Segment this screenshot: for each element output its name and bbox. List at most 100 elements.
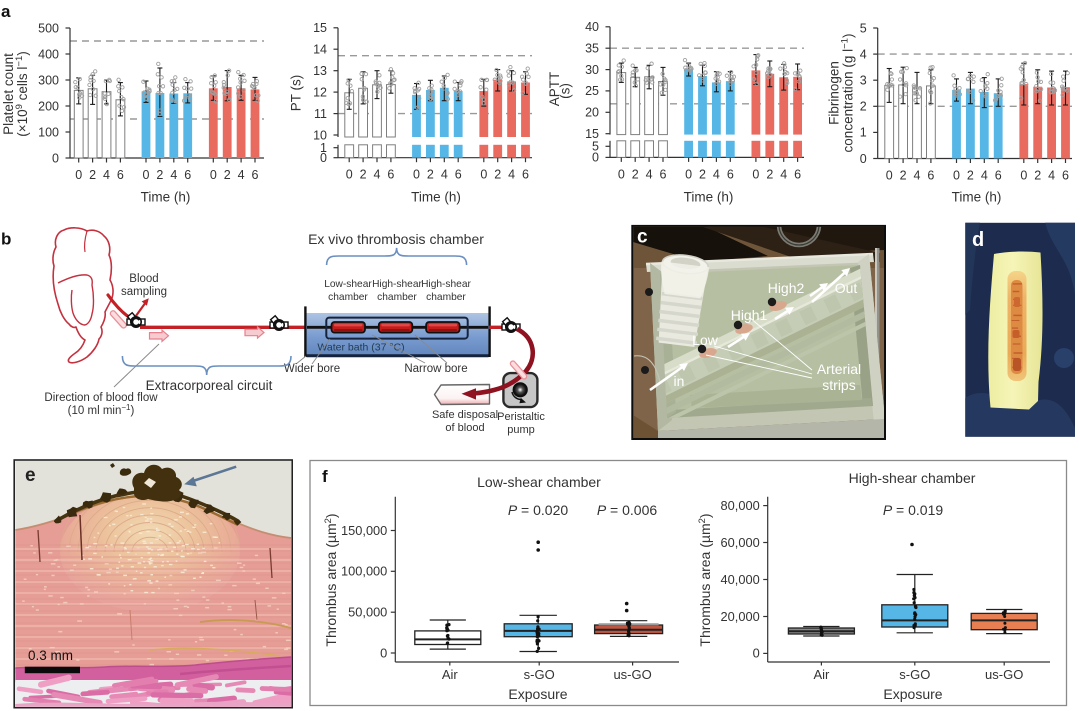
svg-text:0: 0 xyxy=(752,167,759,181)
svg-text:0: 0 xyxy=(886,169,893,183)
svg-text:10: 10 xyxy=(313,128,327,142)
svg-text:25: 25 xyxy=(585,84,599,98)
svg-text:0: 0 xyxy=(210,168,217,182)
svg-text:6: 6 xyxy=(184,168,191,182)
svg-text:Low-shear chamber: Low-shear chamber xyxy=(477,474,601,490)
svg-text:4: 4 xyxy=(1048,169,1055,183)
svg-text:Air: Air xyxy=(813,667,830,682)
svg-text:0: 0 xyxy=(380,645,387,660)
svg-text:0: 0 xyxy=(618,167,625,181)
svg-text:Thrombus area (µm2): Thrombus area (µm2) xyxy=(323,513,339,646)
svg-text:Thrombus area (µm2): Thrombus area (µm2) xyxy=(697,513,713,646)
svg-text:2: 2 xyxy=(967,169,974,183)
svg-text:(×109 cells l−1): (×109 cells l−1) xyxy=(14,51,30,137)
svg-text:2: 2 xyxy=(1034,169,1041,183)
svg-text:2: 2 xyxy=(224,168,231,182)
svg-text:a: a xyxy=(1,2,11,21)
svg-text:chamber: chamber xyxy=(426,292,466,303)
svg-text:c: c xyxy=(637,227,648,248)
svg-text:6: 6 xyxy=(927,169,934,183)
svg-text:sampling: sampling xyxy=(121,286,167,298)
svg-text:0: 0 xyxy=(143,168,150,182)
svg-text:0: 0 xyxy=(75,168,82,182)
svg-text:(s): (s) xyxy=(558,83,573,99)
svg-text:4: 4 xyxy=(981,169,988,183)
svg-text:0: 0 xyxy=(52,151,59,165)
svg-text:80,000: 80,000 xyxy=(721,498,760,513)
svg-text:Water bath (37 °C): Water bath (37 °C) xyxy=(317,342,404,354)
svg-text:11: 11 xyxy=(314,107,327,121)
svg-text:0: 0 xyxy=(346,168,353,182)
svg-text:2: 2 xyxy=(427,168,434,182)
svg-text:4: 4 xyxy=(441,168,448,182)
svg-text:300: 300 xyxy=(38,73,59,87)
svg-text:0: 0 xyxy=(685,167,692,181)
svg-text:us-GO: us-GO xyxy=(613,667,651,682)
svg-text:d: d xyxy=(972,229,984,251)
svg-text:4: 4 xyxy=(780,167,787,181)
svg-text:6: 6 xyxy=(252,168,259,182)
svg-text:0: 0 xyxy=(753,646,760,661)
svg-text:Exposure: Exposure xyxy=(883,686,942,702)
svg-text:High-shear: High-shear xyxy=(421,279,471,290)
svg-text:35: 35 xyxy=(585,42,599,56)
svg-text:20,000: 20,000 xyxy=(721,609,760,624)
svg-text:P = 0.019: P = 0.019 xyxy=(883,502,944,518)
svg-text:6: 6 xyxy=(995,169,1002,183)
svg-text:1: 1 xyxy=(860,126,867,140)
svg-text:Blood: Blood xyxy=(129,273,158,285)
svg-text:High1: High1 xyxy=(731,307,768,323)
svg-text:in: in xyxy=(674,373,685,389)
svg-text:4: 4 xyxy=(170,168,177,182)
svg-text:6: 6 xyxy=(1062,169,1069,183)
svg-text:s-GO: s-GO xyxy=(524,667,555,682)
svg-text:20: 20 xyxy=(585,106,599,120)
svg-text:6: 6 xyxy=(522,168,529,182)
svg-text:Low-shear: Low-shear xyxy=(324,279,372,290)
svg-text:Time (h): Time (h) xyxy=(141,190,191,205)
svg-text:2: 2 xyxy=(89,168,96,182)
svg-text:4: 4 xyxy=(374,168,381,182)
svg-text:(10 ml min−1): (10 ml min−1) xyxy=(68,403,135,417)
svg-text:4: 4 xyxy=(860,47,867,61)
svg-text:1: 1 xyxy=(320,141,327,155)
svg-text:Time (h): Time (h) xyxy=(952,190,1002,205)
svg-text:3: 3 xyxy=(860,74,867,88)
svg-text:2: 2 xyxy=(766,167,773,181)
svg-text:High-shear: High-shear xyxy=(372,279,422,290)
svg-text:14: 14 xyxy=(313,43,327,57)
svg-text:Air: Air xyxy=(442,667,459,682)
svg-text:4: 4 xyxy=(646,167,653,181)
svg-text:Peristaltic: Peristaltic xyxy=(497,411,545,423)
svg-text:6: 6 xyxy=(660,167,667,181)
svg-text:Extracorporeal circuit: Extracorporeal circuit xyxy=(146,378,273,393)
svg-text:Wider bore: Wider bore xyxy=(284,363,340,375)
svg-text:0: 0 xyxy=(953,169,960,183)
svg-text:Safe disposal: Safe disposal xyxy=(432,409,498,421)
svg-text:chamber: chamber xyxy=(328,292,368,303)
svg-text:2: 2 xyxy=(699,167,706,181)
svg-text:2: 2 xyxy=(494,168,501,182)
svg-text:15: 15 xyxy=(313,21,327,35)
svg-text:4: 4 xyxy=(914,169,921,183)
svg-text:40,000: 40,000 xyxy=(721,572,760,587)
svg-text:2: 2 xyxy=(632,167,639,181)
svg-text:60,000: 60,000 xyxy=(721,535,760,550)
svg-text:chamber: chamber xyxy=(377,292,417,303)
svg-text:Time (h): Time (h) xyxy=(684,190,734,205)
svg-text:Platelet count: Platelet count xyxy=(1,53,16,135)
svg-text:12: 12 xyxy=(313,85,327,99)
svg-text:6: 6 xyxy=(455,168,462,182)
svg-text:40: 40 xyxy=(585,20,599,34)
svg-text:PT (s): PT (s) xyxy=(289,75,304,112)
svg-text:500: 500 xyxy=(38,21,59,35)
svg-text:Ex vivo thrombosis chamber: Ex vivo thrombosis chamber xyxy=(308,231,484,247)
svg-text:Direction of blood flow: Direction of blood flow xyxy=(44,392,158,404)
svg-text:5: 5 xyxy=(592,140,599,154)
svg-text:0: 0 xyxy=(1020,169,1027,183)
svg-text:P = 0.020: P = 0.020 xyxy=(508,502,569,518)
svg-text:100,000: 100,000 xyxy=(341,564,387,579)
svg-text:200: 200 xyxy=(38,99,59,113)
svg-text:2: 2 xyxy=(860,100,867,114)
svg-text:0.3 mm: 0.3 mm xyxy=(28,648,73,663)
